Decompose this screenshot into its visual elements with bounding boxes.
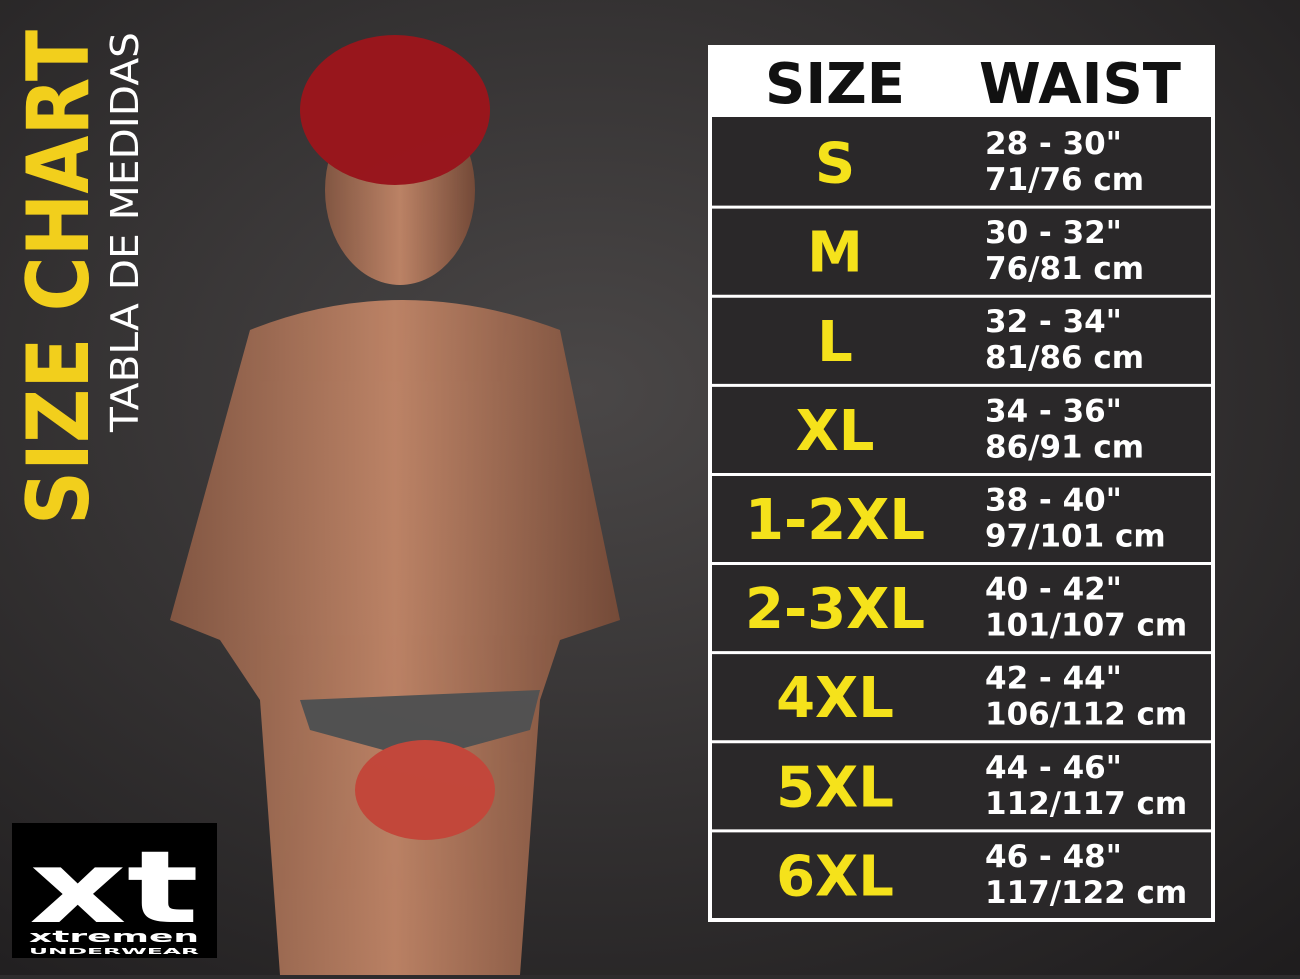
- waist-cm: 112/117 cm: [985, 786, 1187, 822]
- logo-box: [12, 823, 217, 958]
- waist-cm: 86/91 cm: [985, 429, 1144, 465]
- title: SIZE CHART: [9, 30, 109, 525]
- table-frame: [708, 45, 1215, 922]
- waist-cm: 81/86 cm: [985, 340, 1144, 376]
- waist-inches: 46 - 48": [985, 839, 1122, 875]
- table-header: [710, 47, 1213, 117]
- header-cell: SIZE: [765, 52, 905, 117]
- waist-cm: 117/122 cm: [985, 875, 1187, 911]
- logo-tagline: UNDERWEAR: [29, 947, 199, 956]
- size-cell: S: [815, 132, 855, 197]
- size-cell: 4XL: [776, 666, 894, 731]
- size-cell: XL: [796, 399, 875, 464]
- waist-inches: 32 - 34": [985, 304, 1122, 340]
- size-cell: 2-3XL: [745, 577, 925, 642]
- size-cell: 5XL: [776, 755, 894, 820]
- waist-cm: 76/81 cm: [985, 251, 1144, 287]
- waist-inches: 28 - 30": [985, 126, 1122, 162]
- waist-inches: 38 - 40": [985, 482, 1122, 518]
- waist-cm: 106/112 cm: [985, 697, 1187, 733]
- logo-mark: xt: [29, 829, 199, 946]
- subtitle: TABLA DE MEDIDAS: [103, 32, 147, 433]
- waist-inches: 40 - 42": [985, 572, 1122, 608]
- size-cell: L: [817, 310, 853, 375]
- waist-inches: 34 - 36": [985, 393, 1122, 429]
- header-cell: WAIST: [979, 52, 1181, 117]
- waist-inches: 44 - 46": [985, 750, 1122, 786]
- waist-inches: 30 - 32": [985, 215, 1122, 251]
- size-cell: 6XL: [776, 844, 894, 909]
- size-cell: 1-2XL: [745, 488, 925, 553]
- size-table: SIZE WAIST S 28 - 30"71/76 cm M 30 - 32"76/…: [708, 45, 1215, 922]
- size-cell: M: [807, 221, 863, 286]
- waist-cm: 101/107 cm: [985, 608, 1187, 644]
- photo-figure: [170, 35, 620, 975]
- waist-inches: 42 - 44": [985, 661, 1122, 697]
- waist-cm: 71/76 cm: [985, 162, 1144, 198]
- logo: xt xtremen UNDERWEAR: [12, 823, 217, 958]
- waist-cm: 97/101 cm: [985, 518, 1166, 554]
- logo-brand: xtremen: [29, 927, 199, 946]
